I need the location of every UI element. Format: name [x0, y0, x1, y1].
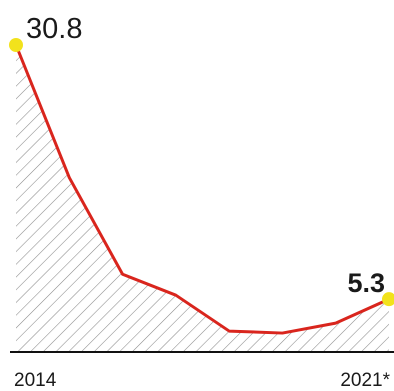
- series-line: [14, 44, 390, 335]
- start-point-marker: [9, 38, 23, 52]
- end-point-marker: [382, 292, 394, 307]
- area-fill: [16, 45, 389, 352]
- x-tick-label-last: 2021*: [340, 370, 390, 391]
- x-tick-label-first: 2014: [14, 370, 57, 391]
- series-line-layer: [14, 44, 390, 335]
- data-points: [9, 38, 394, 307]
- end-value-label: 5.3: [347, 268, 385, 298]
- start-value-label: 30.8: [26, 13, 82, 45]
- hatched-area-fill: [16, 45, 389, 352]
